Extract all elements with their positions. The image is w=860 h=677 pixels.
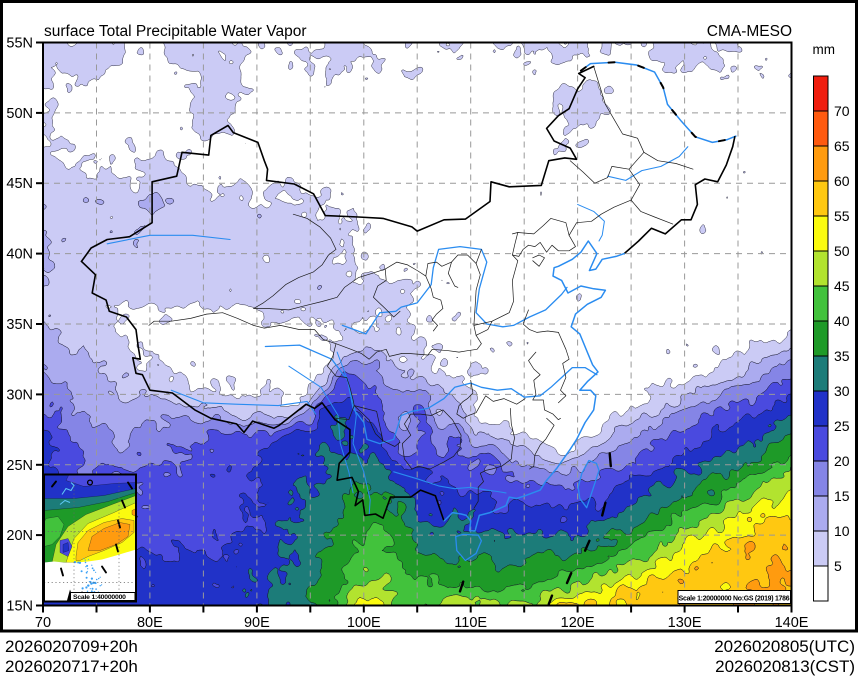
svg-text:55: 55 xyxy=(834,208,850,224)
svg-text:2026020709+20h: 2026020709+20h xyxy=(5,637,138,656)
svg-text:50: 50 xyxy=(834,243,850,259)
svg-text:Scale 1:20000000 No:GS (2019): Scale 1:20000000 No:GS (2019) 1786 xyxy=(679,595,790,602)
svg-text:80E: 80E xyxy=(137,615,163,631)
svg-text:20: 20 xyxy=(834,453,850,469)
svg-text:50N: 50N xyxy=(6,106,33,122)
svg-text:surface Total Precipitable Wat: surface Total Precipitable Water Vapor xyxy=(44,23,306,40)
svg-text:30N: 30N xyxy=(6,387,33,403)
svg-text:70: 70 xyxy=(834,103,850,119)
svg-text:120E: 120E xyxy=(561,615,595,631)
svg-text:70: 70 xyxy=(35,615,51,631)
svg-text:140E: 140E xyxy=(775,615,809,631)
svg-text:45: 45 xyxy=(834,278,850,294)
svg-text:110E: 110E xyxy=(454,615,487,631)
svg-text:60: 60 xyxy=(834,173,850,189)
svg-text:mm: mm xyxy=(813,42,836,57)
svg-text:20N: 20N xyxy=(6,528,33,544)
svg-text:25N: 25N xyxy=(6,458,33,474)
svg-text:15: 15 xyxy=(834,488,850,504)
svg-text:130E: 130E xyxy=(668,615,702,631)
svg-text:2026020813(CST): 2026020813(CST) xyxy=(715,657,855,676)
svg-text:90E: 90E xyxy=(244,615,270,631)
svg-text:15N: 15N xyxy=(6,599,33,615)
svg-text:100E: 100E xyxy=(347,615,381,631)
svg-text:35N: 35N xyxy=(6,317,33,333)
svg-text:2026020805(UTC): 2026020805(UTC) xyxy=(714,637,855,656)
svg-text:40: 40 xyxy=(834,313,850,329)
svg-text:40N: 40N xyxy=(6,247,33,263)
svg-text:2026020717+20h: 2026020717+20h xyxy=(5,657,138,676)
svg-text:30: 30 xyxy=(834,383,850,399)
svg-text:65: 65 xyxy=(834,138,850,154)
svg-text:CMA-MESO: CMA-MESO xyxy=(707,23,792,40)
svg-text:Scale 1:40000000: Scale 1:40000000 xyxy=(73,594,126,601)
svg-text:5: 5 xyxy=(834,558,842,574)
svg-text:35: 35 xyxy=(834,348,850,364)
svg-text:10: 10 xyxy=(834,523,850,539)
svg-text:45N: 45N xyxy=(6,176,33,192)
svg-text:25: 25 xyxy=(834,418,850,434)
svg-text:55N: 55N xyxy=(6,36,33,52)
